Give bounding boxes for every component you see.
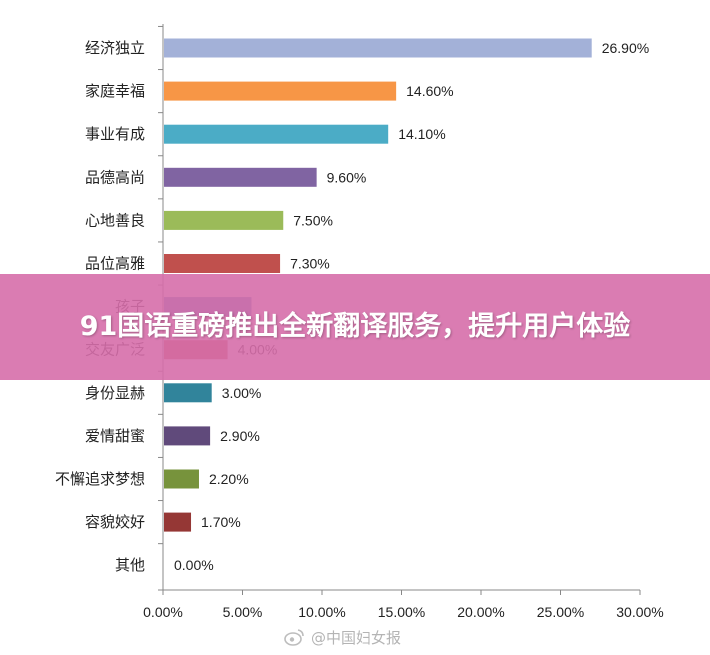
category-label: 经济独立 bbox=[85, 39, 145, 57]
headline-banner: 91国语重磅推出全新翻译服务，提升用户体验 bbox=[0, 274, 710, 380]
bar bbox=[164, 469, 199, 489]
x-tick-label: 30.00% bbox=[616, 604, 663, 620]
bar bbox=[164, 512, 192, 532]
bar bbox=[164, 38, 592, 58]
category-label: 品德高尚 bbox=[85, 168, 145, 186]
bar bbox=[164, 210, 284, 230]
data-label: 7.30% bbox=[290, 256, 330, 272]
data-label: 7.50% bbox=[293, 212, 333, 228]
bar bbox=[164, 124, 389, 144]
bar bbox=[164, 426, 211, 446]
category-label: 身份显赫 bbox=[85, 384, 145, 402]
data-label: 2.20% bbox=[209, 471, 249, 487]
data-label: 26.90% bbox=[602, 40, 649, 56]
headline-text: 91国语重磅推出全新翻译服务，提升用户体验 bbox=[79, 311, 631, 342]
watermark-text: @中国妇女报 bbox=[311, 628, 402, 647]
x-tick-label: 10.00% bbox=[298, 604, 345, 620]
category-label: 容貌姣好 bbox=[85, 513, 145, 531]
bar bbox=[164, 81, 397, 101]
category-label: 品位高雅 bbox=[85, 255, 145, 273]
bar bbox=[164, 167, 317, 187]
data-label: 2.90% bbox=[220, 428, 260, 444]
data-label: 1.70% bbox=[201, 514, 241, 530]
x-tick-label: 15.00% bbox=[378, 604, 425, 620]
x-tick-label: 25.00% bbox=[537, 604, 584, 620]
category-label: 不懈追求梦想 bbox=[55, 470, 145, 488]
category-label: 爱情甜蜜 bbox=[85, 427, 145, 445]
data-label: 14.10% bbox=[398, 126, 445, 142]
data-label: 9.60% bbox=[327, 169, 367, 185]
category-label: 心地善良 bbox=[85, 211, 145, 229]
data-label: 14.60% bbox=[406, 83, 453, 99]
x-tick-label: 5.00% bbox=[223, 604, 263, 620]
category-label: 其他 bbox=[115, 556, 145, 574]
weibo-icon bbox=[284, 629, 304, 646]
data-label: 3.00% bbox=[222, 385, 262, 401]
x-tick-label: 0.00% bbox=[143, 604, 183, 620]
bar bbox=[164, 383, 212, 403]
bar bbox=[164, 254, 281, 273]
watermark: @中国妇女报 bbox=[283, 626, 401, 648]
data-label: 0.00% bbox=[174, 557, 214, 573]
category-label: 家庭幸福 bbox=[85, 82, 145, 100]
category-label: 事业有成 bbox=[85, 125, 145, 143]
x-tick-label: 20.00% bbox=[457, 604, 504, 620]
